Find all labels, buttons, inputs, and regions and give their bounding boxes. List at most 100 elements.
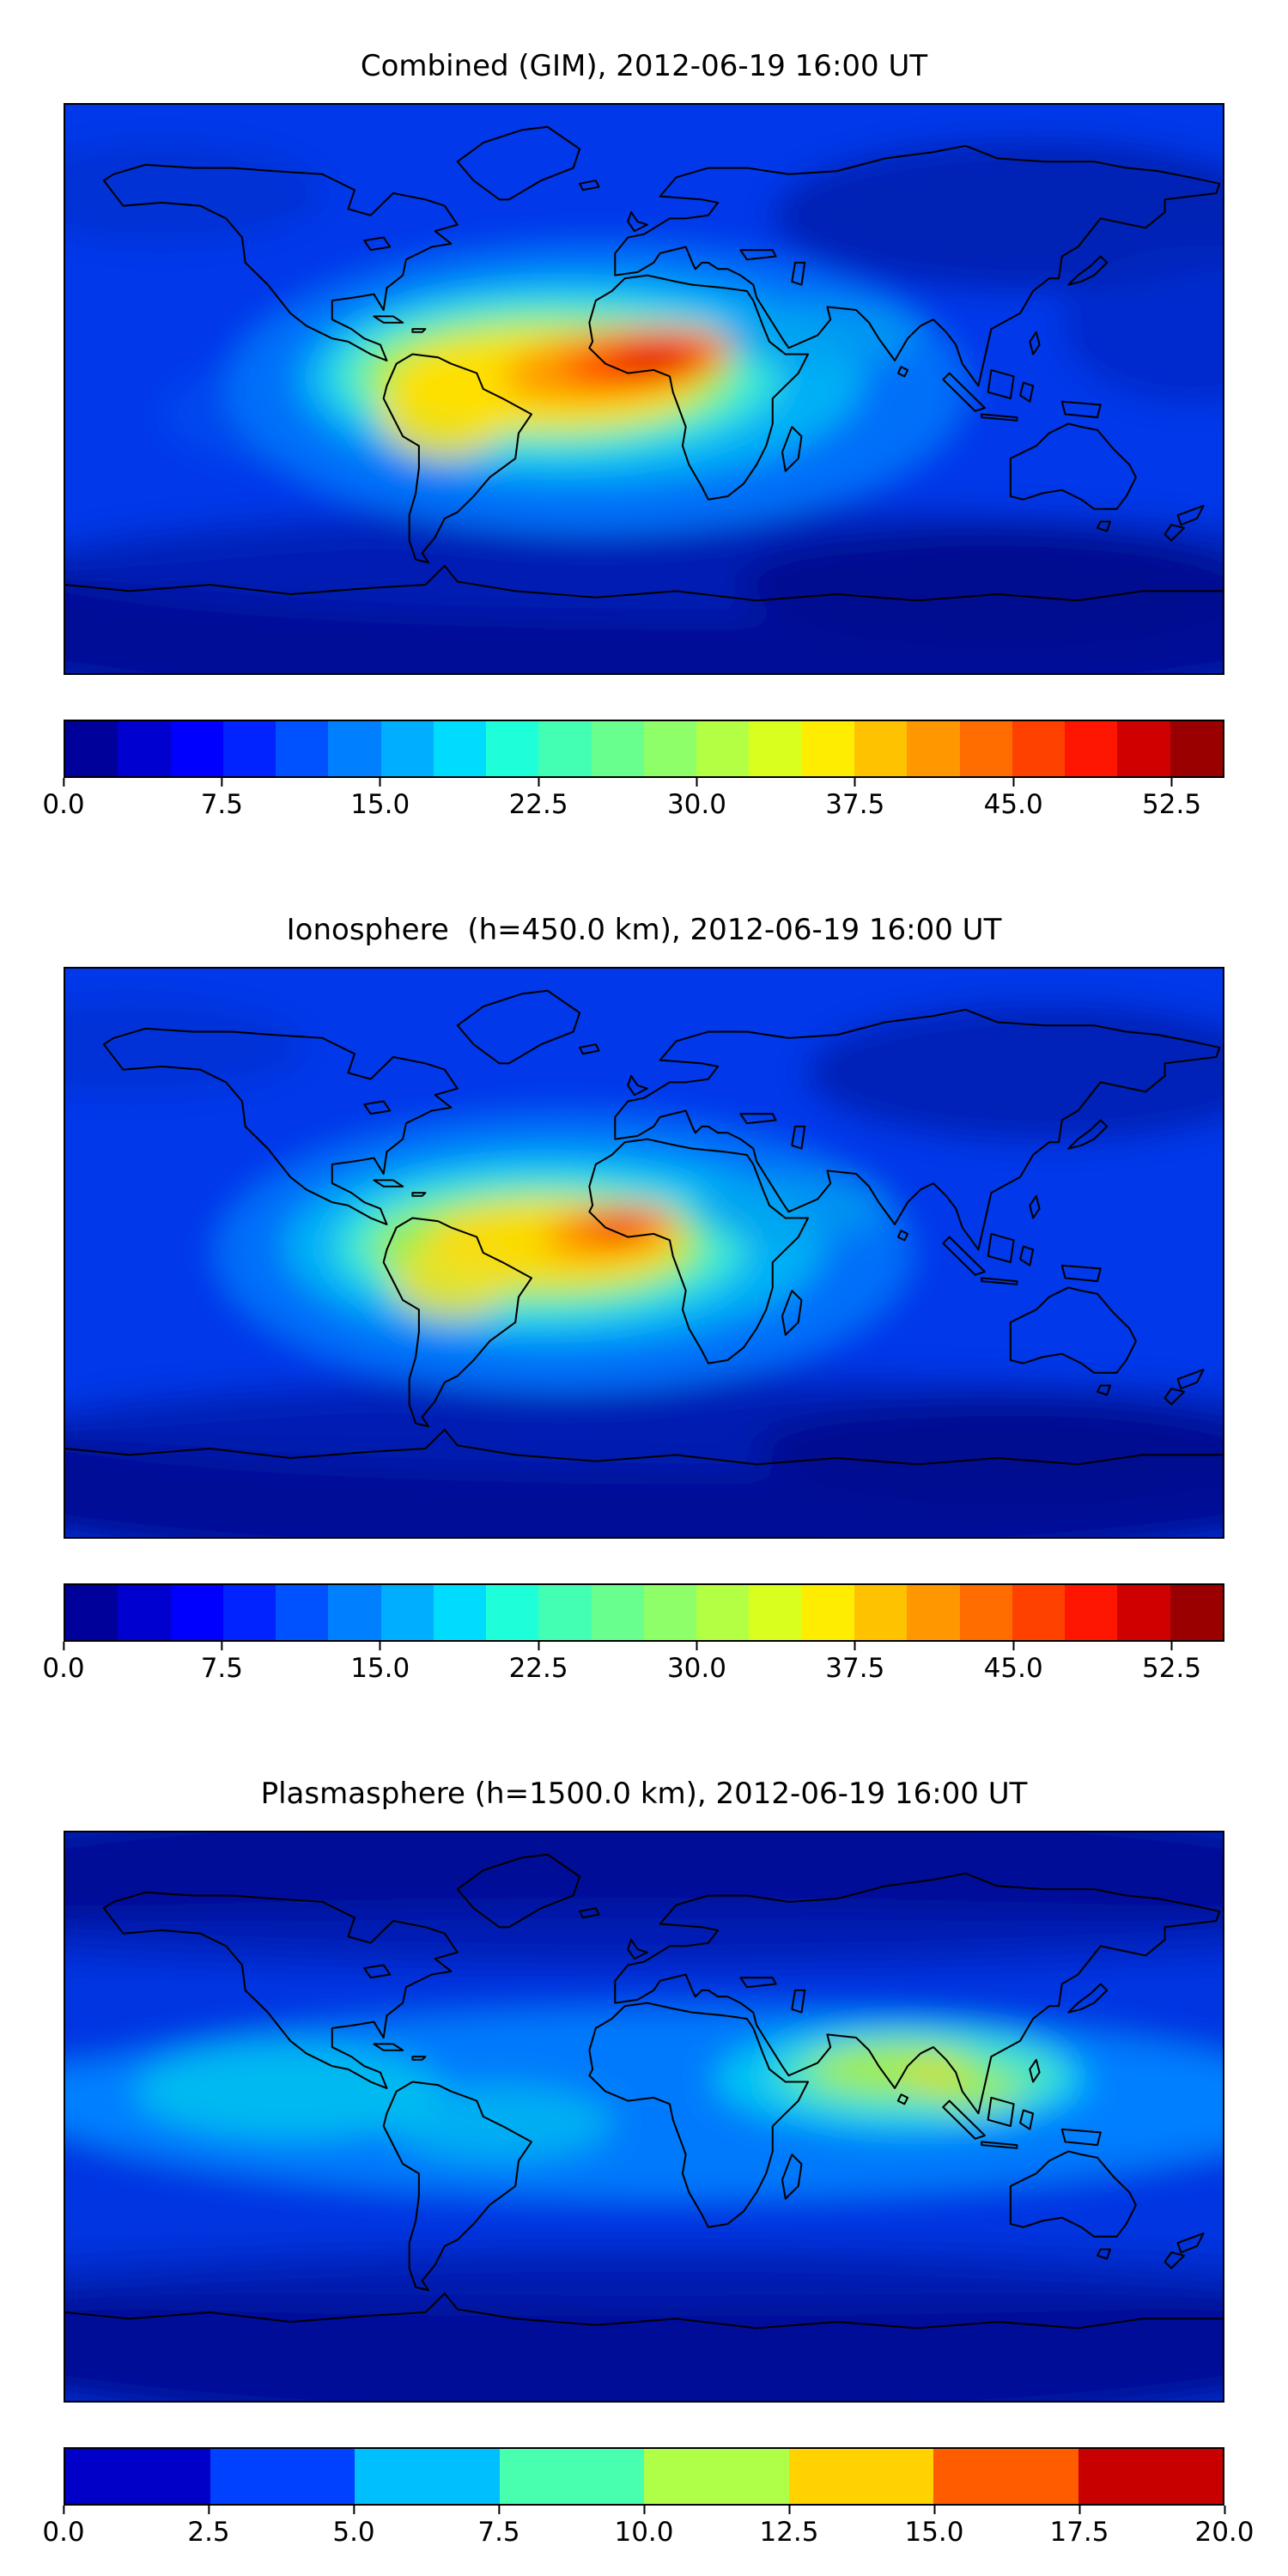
- colorbar-tick-label: 37.5: [825, 778, 885, 820]
- colorbar-tick-label: 2.5: [187, 2506, 230, 2548]
- panel-plasmasphere: Plasmasphere (h=1500.0 km), 2012-06-19 1…: [42, 1774, 1254, 2550]
- colorbar-segment: [749, 721, 802, 776]
- colorbar-tick-label: 52.5: [1142, 778, 1202, 820]
- colorbar-segment: [210, 2449, 355, 2504]
- panel-title-plasmasphere: Plasmasphere (h=1500.0 km), 2012-06-19 1…: [260, 1777, 1028, 1811]
- map-ionosphere-frame: [64, 967, 1224, 1539]
- colorbar-segment: [959, 1585, 1012, 1640]
- colorbar-segment: [170, 1585, 223, 1640]
- map-combined-frame: [64, 103, 1224, 675]
- colorbar-segment: [696, 1585, 750, 1640]
- contour-blob: [1061, 246, 1223, 405]
- colorbar-segment: [355, 2449, 500, 2504]
- map-plasmasphere-frame: [64, 1831, 1224, 2403]
- colorbar-ticks-combined: 0.0 7.5 15.0 22.5 30.0 37.5 45.0 52.5: [42, 778, 1224, 823]
- colorbar-segment: [499, 2449, 644, 2504]
- colorbar-segment: [788, 2449, 933, 2504]
- contour-blob: [756, 1398, 1223, 1499]
- colorbar-segment: [170, 721, 223, 776]
- colorbar-segment: [933, 2449, 1078, 2504]
- colorbar-segment: [538, 1585, 592, 1640]
- colorbar-segment: [907, 721, 960, 776]
- world-map-combined: [65, 105, 1223, 673]
- colorbar-segment: [907, 1585, 960, 1640]
- colorbar-tick-label: 12.5: [759, 2506, 819, 2548]
- colorbar-tick-label: 7.5: [200, 778, 244, 820]
- contour-blob: [586, 1213, 651, 1242]
- colorbar-combined: [64, 720, 1224, 778]
- colorbar-tick-label: 7.5: [200, 1642, 244, 1684]
- colorbar-segment: [959, 721, 1012, 776]
- colorbar-segment: [1012, 1585, 1066, 1640]
- colorbar-segment: [1065, 1585, 1118, 1640]
- colorbar-segment: [1117, 721, 1170, 776]
- contour-blob: [805, 1003, 1223, 1143]
- contour-blob: [611, 344, 696, 377]
- colorbar-tick-label: 45.0: [983, 1642, 1043, 1684]
- world-map-ionosphere: [65, 969, 1223, 1537]
- contour-blob: [65, 143, 323, 244]
- colorbar-tick-label: 45.0: [983, 778, 1043, 820]
- colorbar-segment: [591, 1585, 644, 1640]
- colorbar-segment: [486, 721, 539, 776]
- colorbar-segment: [801, 721, 854, 776]
- colorbar-segment: [276, 1585, 329, 1640]
- colorbar-ionosphere: [64, 1583, 1224, 1642]
- colorbar-segment: [433, 1585, 487, 1640]
- colorbar-tick-label: 52.5: [1142, 1642, 1202, 1684]
- colorbar-tick-label: 22.5: [508, 1642, 568, 1684]
- colorbar-segment: [643, 721, 697, 776]
- colorbar-segment: [1078, 2449, 1223, 2504]
- colorbar-tick-label: 15.0: [904, 2506, 964, 2548]
- colorbar-segment: [486, 1585, 539, 1640]
- colorbar-segment: [328, 721, 381, 776]
- colorbar-segment: [118, 1585, 171, 1640]
- colorbar-segment: [854, 1585, 908, 1640]
- colorbar-segment: [65, 1585, 118, 1640]
- colorbar-segment: [538, 721, 592, 776]
- colorbar-tick-label: 30.0: [666, 778, 726, 820]
- colorbar-segment: [696, 721, 750, 776]
- contour-blob: [65, 1908, 1223, 1971]
- contour-blob: [380, 363, 509, 459]
- contour-field: [65, 1832, 1223, 2401]
- colorbar-segment: [1065, 721, 1118, 776]
- contour-field: [65, 969, 1223, 1537]
- contour-blob: [386, 2085, 612, 2161]
- contour-field: [65, 105, 1223, 673]
- colorbar-segment: [801, 1585, 854, 1640]
- colorbar-tick-label: 17.5: [1049, 2506, 1109, 2548]
- colorbar-tick-label: 5.0: [332, 2506, 375, 2548]
- contour-blob: [772, 139, 1223, 291]
- colorbar-tick-label: 20.0: [1194, 2506, 1255, 2548]
- colorbar-segment: [380, 721, 434, 776]
- colorbar-tick-label: 10.0: [614, 2506, 674, 2548]
- panel-title-combined: Combined (GIM), 2012-06-19 16:00 UT: [360, 49, 928, 83]
- colorbar-tick-label: 15.0: [350, 778, 410, 820]
- colorbar-segment: [65, 721, 118, 776]
- colorbar-tick-label: 0.0: [42, 778, 85, 820]
- colorbar-segment: [222, 721, 276, 776]
- colorbar-tick-label: 15.0: [350, 1642, 410, 1684]
- colorbar-ticks-ionosphere: 0.0 7.5 15.0 22.5 30.0 37.5 45.0 52.5: [42, 1642, 1224, 1686]
- contour-blob: [65, 999, 307, 1096]
- colorbar-plasmasphere: [64, 2447, 1224, 2506]
- colorbar-tick-label: 37.5: [825, 1642, 885, 1684]
- colorbar-segment: [749, 1585, 802, 1640]
- contour-blob: [392, 1242, 509, 1320]
- colorbar-segment: [1117, 1585, 1170, 1640]
- contour-blob: [724, 301, 918, 370]
- colorbar-segment: [643, 1585, 697, 1640]
- colorbar-tick-label: 0.0: [42, 1642, 85, 1684]
- colorbar-segment: [1170, 721, 1223, 776]
- colorbar-segment: [591, 721, 644, 776]
- colorbar-tick-label: 0.0: [42, 2506, 85, 2548]
- colorbar-segment: [276, 721, 329, 776]
- panel-ionosphere: Ionosphere (h=450.0 km), 2012-06-19 16:0…: [42, 910, 1224, 1686]
- colorbar-segment: [433, 721, 487, 776]
- colorbar-segment: [1012, 721, 1066, 776]
- colorbar-segment: [65, 2449, 210, 2504]
- colorbar-segment: [1170, 1585, 1223, 1640]
- colorbar-tick-label: 7.5: [477, 2506, 520, 2548]
